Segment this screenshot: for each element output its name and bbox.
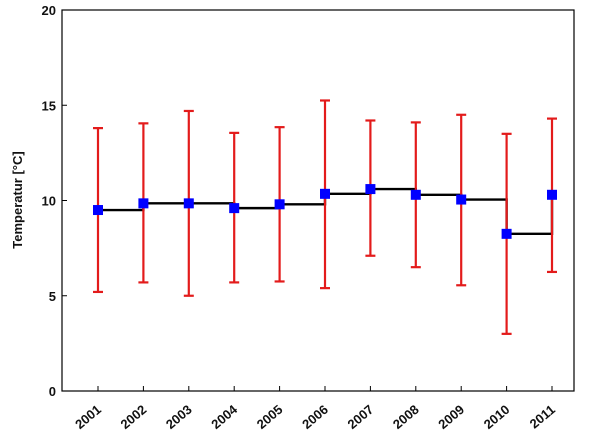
mean-marker: [501, 228, 512, 239]
x-tick-label: 2002: [118, 402, 150, 432]
x-tick-label: 2007: [345, 402, 377, 432]
x-tick-label: 2008: [390, 402, 422, 432]
mean-marker: [320, 188, 330, 199]
y-tick-label: 5: [49, 289, 56, 304]
mean-marker: [547, 189, 557, 200]
step-line: [98, 187, 554, 236]
x-tick-label: 2010: [481, 402, 513, 432]
x-tick-label: 2009: [435, 402, 467, 432]
y-tick-label: 10: [42, 194, 56, 209]
mean-marker: [183, 198, 194, 209]
mean-marker: [456, 194, 467, 205]
x-tick-label: 2005: [254, 402, 286, 432]
mean-marker: [365, 184, 376, 195]
mean-marker: [138, 198, 149, 209]
x-tick-label: 2001: [72, 402, 104, 432]
x-tick-label: 2011: [527, 402, 558, 432]
y-tick-label: 20: [42, 3, 56, 18]
x-tick-label: 2003: [163, 402, 195, 432]
mean-marker: [274, 199, 285, 210]
x-tick-label: 2006: [299, 402, 331, 432]
plot-area: [61, 9, 575, 392]
mean-marker: [410, 189, 421, 200]
x-tick-label: 2004: [208, 401, 240, 432]
y-axis-label: Temperatur [°C]: [10, 151, 25, 248]
y-tick-label: 0: [49, 384, 56, 399]
y-tick-label: 15: [42, 98, 56, 113]
mean-marker: [229, 203, 240, 214]
mean-marker: [93, 205, 103, 216]
